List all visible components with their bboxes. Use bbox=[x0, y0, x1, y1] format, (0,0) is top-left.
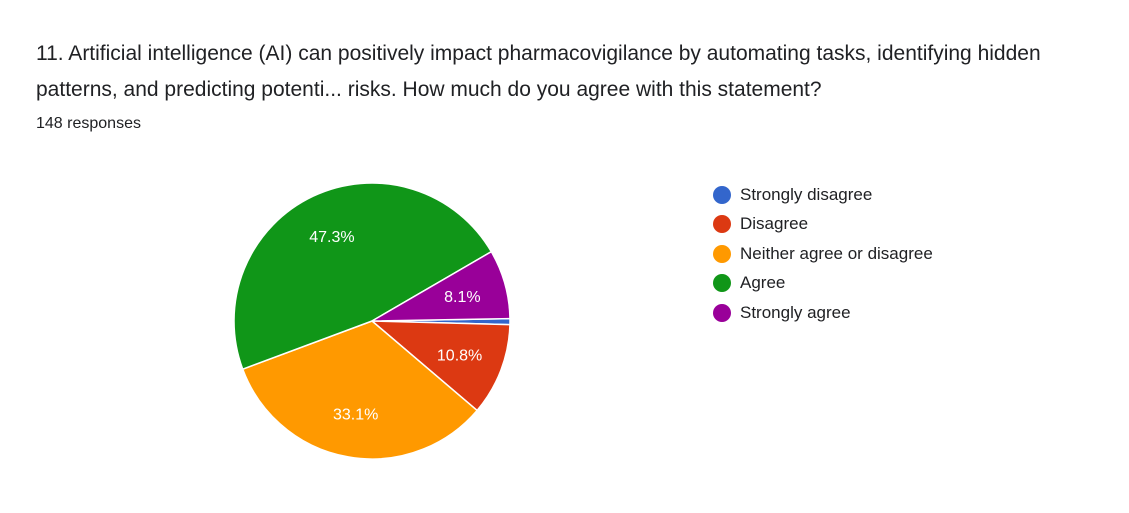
legend-item: Neither agree or disagree bbox=[713, 239, 933, 269]
chart-legend: Strongly disagree Disagree Neither agree o… bbox=[713, 180, 933, 328]
pie-slice-disagree bbox=[369, 320, 511, 412]
legend-swatch-icon bbox=[713, 244, 731, 263]
legend-swatch-icon bbox=[713, 215, 731, 234]
legend-label: Disagree bbox=[740, 214, 809, 234]
legend-label: Strongly disagree bbox=[740, 184, 873, 204]
legend-item: Strongly agree bbox=[713, 298, 933, 328]
pie-slice-label: 8.1% bbox=[444, 289, 480, 306]
pie-slice-agree bbox=[233, 182, 493, 371]
legend-label: Strongly agree bbox=[740, 302, 851, 322]
legend-item: Strongly disagree bbox=[713, 180, 933, 210]
pie-slice-label: 33.1% bbox=[333, 406, 378, 423]
pie-slices bbox=[233, 182, 511, 460]
pie-slice-neither-agree-or-disagree bbox=[241, 320, 479, 460]
pie-slice-labels: 10.8% 33.1% 47.3% 8.1% bbox=[309, 229, 482, 423]
pie-slice-label: 10.8% bbox=[437, 348, 482, 365]
response-count: 148 responses bbox=[36, 115, 141, 132]
legend-swatch-icon bbox=[713, 303, 731, 322]
legend-swatch-icon bbox=[713, 185, 731, 204]
pie-slice-label: 47.3% bbox=[309, 229, 354, 246]
pie-chart: 10.8% 33.1% 47.3% 8.1% bbox=[233, 182, 511, 460]
question-title: 11. Artificial intelligence (AI) can pos… bbox=[36, 42, 1041, 101]
legend-swatch-icon bbox=[713, 274, 731, 293]
legend-item: Disagree bbox=[713, 210, 933, 240]
legend-label: Neither agree or disagree bbox=[740, 243, 933, 263]
pie-slice-strongly-agree bbox=[369, 250, 511, 322]
legend-label: Agree bbox=[740, 273, 786, 293]
legend-item: Agree bbox=[713, 269, 933, 299]
